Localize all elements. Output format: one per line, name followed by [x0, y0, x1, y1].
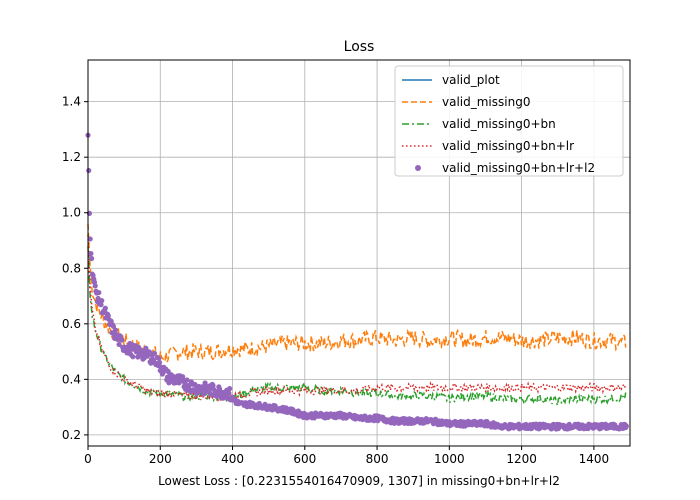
x-tick-label: 200 [149, 452, 172, 466]
series-point [88, 250, 94, 257]
series-valid-missing0-bn-lr [87, 234, 627, 402]
series-point [87, 236, 93, 242]
legend-box [394, 65, 624, 177]
series-point [96, 289, 102, 296]
x-axis-label: Lowest Loss : [0.2231554016470909, 1307]… [158, 474, 560, 488]
series-point [98, 302, 104, 308]
x-tick-label: 1400 [579, 452, 610, 466]
x-tick-label: 400 [221, 452, 244, 466]
series-point [99, 298, 105, 304]
y-tick-label: 1.4 [62, 95, 81, 109]
y-tick-label: 0.8 [62, 261, 81, 275]
legend-label-valid-missing0-bn-lr-l2: valid_missing0+bn+lr+l2 [442, 161, 595, 175]
series-point [226, 390, 232, 396]
series-point [156, 355, 162, 361]
legend-label-valid-missing0-bn: valid_missing0+bn [442, 117, 556, 131]
series-point [184, 377, 190, 383]
y-tick-label: 0.6 [62, 317, 81, 331]
series-point [116, 341, 122, 348]
plot-frame [87, 59, 631, 447]
legend-label-valid-plot: valid_plot [442, 73, 500, 87]
series-point [227, 386, 233, 392]
series-point [89, 255, 95, 262]
series-valid-missing0-bn-lr-l2 [85, 132, 629, 432]
series-point [92, 283, 98, 289]
legend-marker-valid-missing0-bn-lr-l2 [415, 165, 421, 171]
series-point [102, 305, 108, 311]
series-point [112, 327, 119, 333]
series-valid-missing0 [87, 223, 627, 363]
series-point [623, 423, 629, 429]
series-layer [85, 132, 629, 432]
x-tick-label: 1000 [434, 452, 465, 466]
x-tick-label: 1200 [506, 452, 537, 466]
x-tick-label: 0 [84, 452, 92, 466]
series-point [151, 350, 158, 356]
y-tick-label: 1.0 [62, 206, 81, 220]
y-tick-label: 1.2 [62, 150, 81, 164]
series-point [110, 323, 116, 329]
series-point [86, 167, 92, 174]
y-tick-label: 0.4 [62, 372, 81, 386]
series-point [156, 359, 163, 366]
legend: valid_plot valid_missing0 valid_missing0+b… [394, 65, 624, 177]
y-tick-label: 0.2 [62, 428, 81, 442]
chart-title: Loss [344, 39, 375, 55]
legend-label-valid-missing0: valid_missing0 [442, 95, 530, 109]
x-tick-label: 600 [293, 452, 316, 466]
series-point [130, 354, 136, 360]
x-tick-label: 800 [366, 452, 389, 466]
series-point [119, 337, 125, 343]
legend-label-valid-missing0-bn-lr: valid_missing0+bn+lr [442, 139, 574, 153]
axis-ticks: 0 200 400 600 800 1000 1200 1400 0.2 0.4 0.6 0.8 1.0… [62, 95, 609, 466]
